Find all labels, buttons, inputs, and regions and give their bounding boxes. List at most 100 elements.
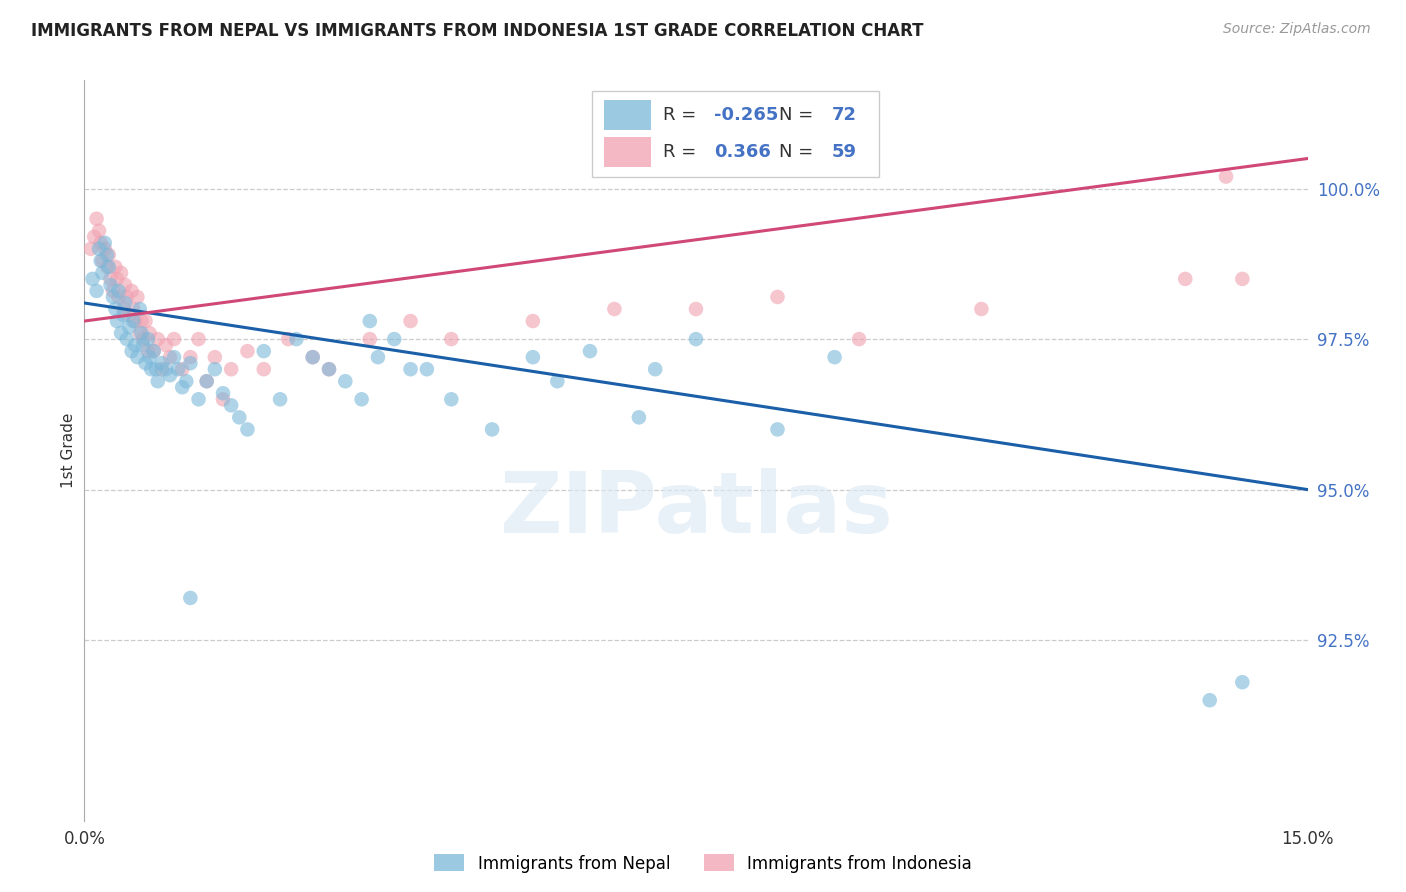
Point <box>101 284 124 298</box>
Text: IMMIGRANTS FROM NEPAL VS IMMIGRANTS FROM INDONESIA 1ST GRADE CORRELATION CHART: IMMIGRANTS FROM NEPAL VS IMMIGRANTS FROM… <box>31 22 924 40</box>
Point <box>142 344 165 359</box>
Point <box>179 350 201 364</box>
Point <box>97 260 120 274</box>
Point <box>155 362 177 376</box>
Point <box>685 332 707 346</box>
Point <box>128 301 150 316</box>
Point <box>187 392 209 407</box>
Point <box>685 301 707 316</box>
Point <box>128 326 150 340</box>
Point <box>167 362 190 376</box>
Point <box>416 362 439 376</box>
Point <box>131 326 153 340</box>
Text: Source: ZipAtlas.com: Source: ZipAtlas.com <box>1223 22 1371 37</box>
Point <box>766 290 789 304</box>
Point <box>93 242 115 256</box>
Point <box>212 386 235 401</box>
Point <box>195 374 218 388</box>
Point <box>90 235 112 250</box>
Point <box>253 344 276 359</box>
Text: N =: N = <box>779 106 820 124</box>
Point <box>104 301 127 316</box>
Point <box>136 332 159 346</box>
Point <box>163 332 186 346</box>
Point <box>136 344 159 359</box>
Point <box>318 362 340 376</box>
Point <box>848 332 870 346</box>
Point <box>766 422 789 436</box>
Point <box>187 332 209 346</box>
Point <box>970 301 993 316</box>
Text: 59: 59 <box>832 143 856 161</box>
Point <box>367 350 389 364</box>
Point <box>644 362 666 376</box>
Point <box>146 374 169 388</box>
Point <box>1174 272 1197 286</box>
Point <box>145 362 167 376</box>
Point <box>359 332 381 346</box>
Text: R =: R = <box>664 106 702 124</box>
Point <box>824 350 846 364</box>
Text: -0.265: -0.265 <box>714 106 779 124</box>
Point <box>522 350 544 364</box>
Point <box>91 266 114 280</box>
Point <box>146 332 169 346</box>
Point <box>110 326 132 340</box>
Point <box>96 248 118 262</box>
Point <box>399 362 422 376</box>
Point <box>96 260 118 274</box>
Point <box>107 290 129 304</box>
Point <box>350 392 373 407</box>
Point <box>212 392 235 407</box>
Point <box>101 290 124 304</box>
Point <box>301 350 323 364</box>
Point <box>603 301 626 316</box>
Point <box>112 301 135 316</box>
Point <box>269 392 291 407</box>
Text: N =: N = <box>779 143 820 161</box>
Point <box>127 290 149 304</box>
Point <box>110 266 132 280</box>
Point <box>121 284 143 298</box>
Point <box>114 296 136 310</box>
Point <box>399 314 422 328</box>
Point <box>115 332 138 346</box>
Point <box>97 248 120 262</box>
Point <box>124 314 146 328</box>
Point <box>87 224 110 238</box>
Legend: Immigrants from Nepal, Immigrants from Indonesia: Immigrants from Nepal, Immigrants from I… <box>427 847 979 880</box>
Point <box>579 344 602 359</box>
Point <box>155 338 177 352</box>
Point <box>86 284 108 298</box>
Point <box>179 591 201 605</box>
Point <box>142 344 165 359</box>
Point <box>114 277 136 292</box>
Point <box>118 320 141 334</box>
Point <box>285 332 308 346</box>
Point <box>131 314 153 328</box>
Text: ZIPatlas: ZIPatlas <box>499 468 893 551</box>
Point <box>135 314 157 328</box>
Point <box>179 356 201 370</box>
Point <box>301 350 323 364</box>
Text: 0.366: 0.366 <box>714 143 772 161</box>
Point <box>90 253 112 268</box>
Point <box>122 314 145 328</box>
Point <box>1232 272 1254 286</box>
Point <box>100 277 122 292</box>
FancyBboxPatch shape <box>605 137 651 167</box>
Point <box>318 362 340 376</box>
Point <box>522 314 544 328</box>
Point <box>135 356 157 370</box>
Point <box>204 350 226 364</box>
Point <box>107 284 129 298</box>
Point <box>172 362 194 376</box>
Point <box>219 362 242 376</box>
Point <box>87 242 110 256</box>
Point <box>236 344 259 359</box>
Point <box>105 314 128 328</box>
Point <box>118 308 141 322</box>
Point <box>150 356 173 370</box>
Point <box>115 290 138 304</box>
Point <box>104 260 127 274</box>
